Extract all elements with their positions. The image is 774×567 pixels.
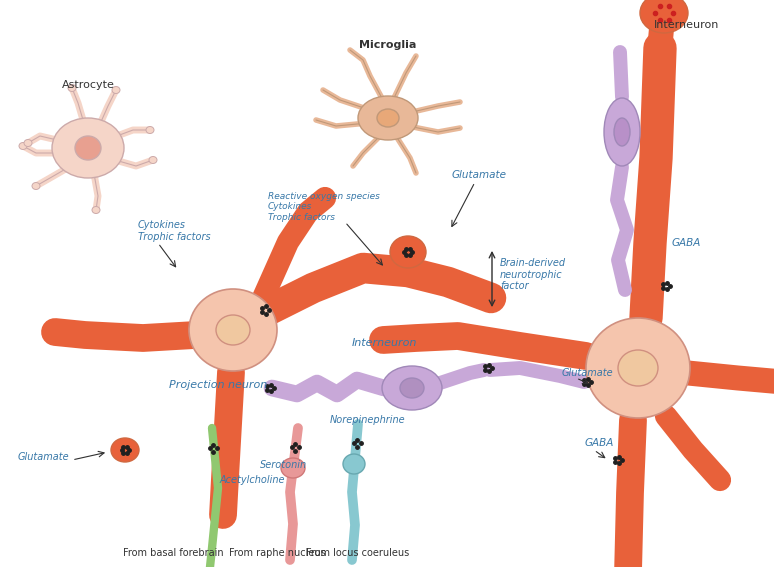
Text: GABA: GABA [672,238,701,248]
Text: From locus coeruleus: From locus coeruleus [307,548,409,558]
Ellipse shape [111,438,139,462]
Ellipse shape [32,183,40,189]
Ellipse shape [618,350,658,386]
Ellipse shape [382,366,442,410]
Ellipse shape [68,84,76,91]
Ellipse shape [52,118,124,178]
Text: Brain-derived
neurotrophic
factor: Brain-derived neurotrophic factor [500,258,566,291]
Ellipse shape [149,156,157,163]
Text: Projection neuron: Projection neuron [169,380,267,390]
Ellipse shape [358,96,418,140]
Ellipse shape [586,318,690,418]
Ellipse shape [189,289,277,371]
Text: Interneuron: Interneuron [654,20,719,30]
Text: Serotonin: Serotonin [260,460,307,470]
Text: Interneuron: Interneuron [351,338,416,348]
Text: Glutamate: Glutamate [562,368,614,378]
Ellipse shape [19,142,27,150]
Text: Norepinephrine: Norepinephrine [330,415,406,425]
Text: From raphe nucleus: From raphe nucleus [228,548,325,558]
Ellipse shape [281,458,305,478]
Text: Glutamate: Glutamate [18,452,70,462]
Ellipse shape [390,236,426,268]
Text: Cytokines
Trophic factors: Cytokines Trophic factors [138,220,211,242]
Text: Acetylcholine: Acetylcholine [220,475,286,485]
Text: Microglia: Microglia [359,40,416,50]
Ellipse shape [377,109,399,127]
Ellipse shape [614,118,630,146]
Ellipse shape [343,454,365,474]
Text: Astrocyte: Astrocyte [62,80,115,90]
Text: Glutamate: Glutamate [452,170,507,180]
Ellipse shape [640,0,688,33]
Ellipse shape [400,378,424,398]
Text: From basal forebrain: From basal forebrain [123,548,224,558]
Ellipse shape [92,206,100,214]
Ellipse shape [216,315,250,345]
Ellipse shape [604,98,640,166]
Ellipse shape [24,139,32,146]
Ellipse shape [75,136,101,160]
Text: GABA: GABA [585,438,615,448]
Text: Reactive oxygen species
Cytokines
Trophic factors: Reactive oxygen species Cytokines Trophi… [268,192,380,222]
Ellipse shape [112,87,120,94]
Ellipse shape [146,126,154,133]
